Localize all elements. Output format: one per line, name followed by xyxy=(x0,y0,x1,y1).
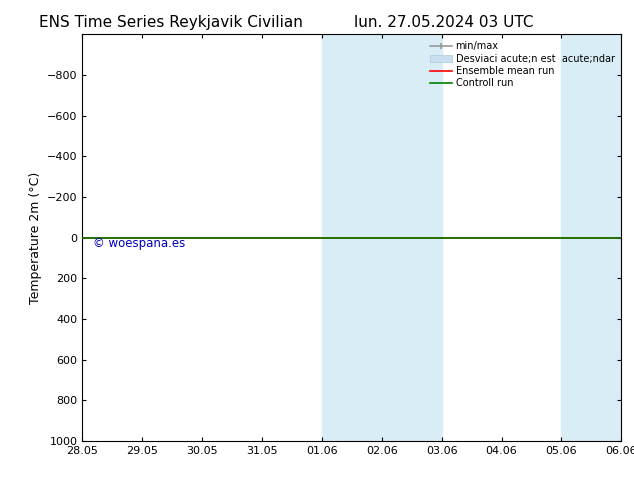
Text: © woespana.es: © woespana.es xyxy=(93,237,186,250)
Bar xyxy=(562,34,621,441)
Text: lun. 27.05.2024 03 UTC: lun. 27.05.2024 03 UTC xyxy=(354,15,534,30)
Legend: min/max, Desviaci acute;n est  acute;ndar, Ensemble mean run, Controll run: min/max, Desviaci acute;n est acute;ndar… xyxy=(429,39,616,90)
Y-axis label: Temperature 2m (°C): Temperature 2m (°C) xyxy=(29,172,41,304)
Text: ENS Time Series Reykjavik Civilian: ENS Time Series Reykjavik Civilian xyxy=(39,15,303,30)
Bar xyxy=(322,34,442,441)
